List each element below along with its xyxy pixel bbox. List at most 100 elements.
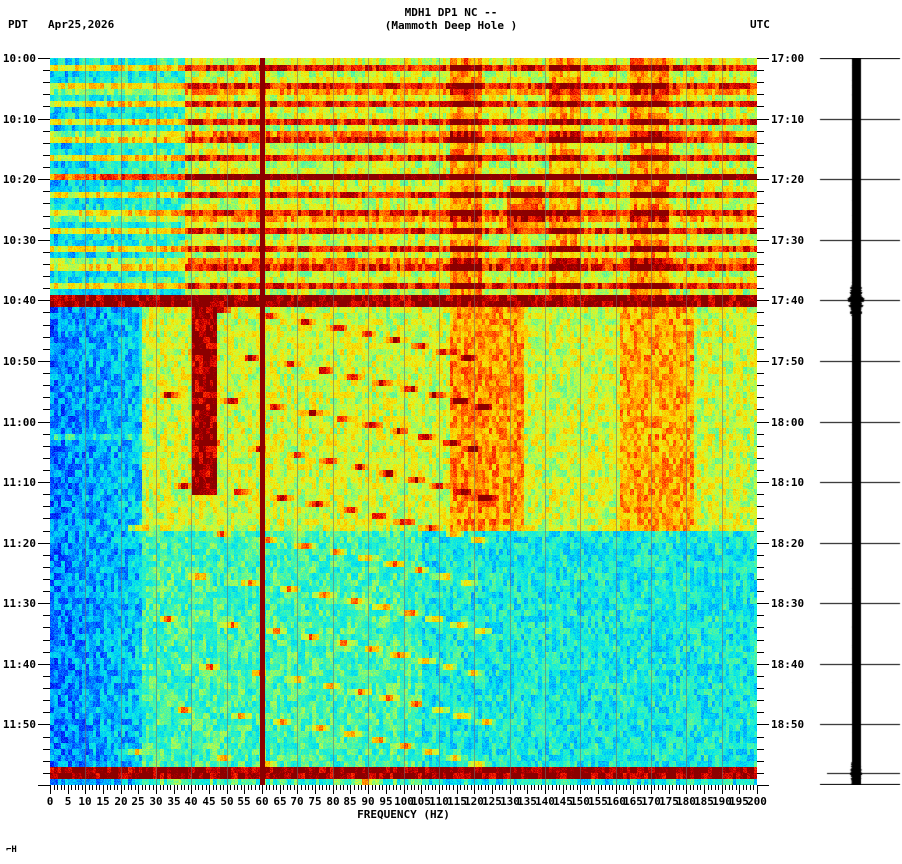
time-tick-minor <box>43 531 50 532</box>
freq-label: 200 <box>747 795 767 808</box>
freq-tick-minor <box>382 785 383 790</box>
time-axis-left: 10:00 10:10 10:20 10:30 10:40 10:50 11:00 11:10… <box>0 52 50 786</box>
freq-tick-minor <box>354 785 355 790</box>
freq-tick-minor <box>110 785 111 790</box>
date-label: Apr25,2026 <box>48 18 115 31</box>
freq-tick-minor <box>753 785 754 790</box>
time-tick-minor <box>43 749 50 750</box>
time-tick-minor <box>757 252 764 253</box>
freq-label: 180 <box>676 795 696 808</box>
freq-tick-minor <box>425 785 426 790</box>
time-axis-right: 17:00 17:10 17:20 17:30 17:40 17:50 18:00 18:10… <box>757 52 817 786</box>
freq-tick-minor <box>230 785 231 790</box>
time-label-utc: 17:20 <box>771 173 805 186</box>
time-label-pdt: 11:40 <box>2 658 36 671</box>
time-tick-minor <box>757 397 764 398</box>
freq-tick-minor <box>736 785 737 790</box>
time-tick-minor <box>757 143 764 144</box>
time-tick-minor <box>757 700 764 701</box>
freq-tick-minor <box>114 785 115 790</box>
time-tick-minor <box>43 688 50 689</box>
freq-tick-minor <box>732 785 733 790</box>
freq-tick-minor <box>283 785 284 790</box>
freq-tick-major <box>616 785 617 794</box>
time-tick-minor <box>757 131 764 132</box>
freq-tick-major <box>633 785 634 794</box>
time-tick-minor <box>43 773 50 774</box>
freq-tick-minor <box>375 785 376 790</box>
freq-label: 70 <box>290 795 304 808</box>
freq-tick-minor <box>223 785 224 790</box>
time-tick-minor <box>43 264 50 265</box>
freq-tick-minor <box>495 785 496 790</box>
time-label-utc: 18:00 <box>771 416 805 429</box>
time-label-utc: 17:50 <box>771 355 805 368</box>
time-tick-minor <box>43 761 50 762</box>
freq-label: 155 <box>588 795 608 808</box>
freq-tick-minor <box>517 785 518 790</box>
freq-tick-minor <box>170 785 171 790</box>
time-label-pdt: 11:00 <box>2 416 36 429</box>
freq-tick-minor <box>570 785 571 790</box>
time-tick-minor <box>757 216 764 217</box>
freq-tick-major <box>85 785 86 794</box>
freq-label: 170 <box>641 795 661 808</box>
time-label-pdt: 11:10 <box>2 476 36 489</box>
freq-label: 30 <box>149 795 163 808</box>
time-tick-minor <box>757 325 764 326</box>
freq-tick-minor <box>389 785 390 790</box>
time-tick-major <box>38 724 50 725</box>
spectrogram-plot[interactable] <box>50 58 757 785</box>
freq-tick-minor <box>435 785 436 790</box>
freq-tick-minor <box>573 785 574 790</box>
freq-tick-minor <box>700 785 701 790</box>
freq-tick-minor <box>301 785 302 790</box>
spectrogram-canvas[interactable] <box>50 58 757 785</box>
freq-tick-minor <box>644 785 645 790</box>
freq-tick-minor <box>163 785 164 790</box>
freq-tick-major <box>191 785 192 794</box>
freq-tick-minor <box>612 785 613 790</box>
time-label-pdt: 11:20 <box>2 537 36 550</box>
freq-tick-minor <box>149 785 150 790</box>
freq-tick-minor <box>78 785 79 790</box>
time-tick-major <box>38 603 50 604</box>
time-label-pdt: 11:50 <box>2 718 36 731</box>
time-tick-minor <box>757 555 764 556</box>
time-tick-minor <box>757 773 764 774</box>
freq-tick-minor <box>372 785 373 790</box>
freq-tick-major <box>404 785 405 794</box>
freq-tick-minor <box>538 785 539 790</box>
freq-label: 40 <box>184 795 198 808</box>
freq-tick-minor <box>57 785 58 790</box>
freq-tick-minor <box>552 785 553 790</box>
freq-tick-minor <box>393 785 394 790</box>
time-label-utc: 17:10 <box>771 113 805 126</box>
freq-tick-minor <box>506 785 507 790</box>
freq-tick-minor <box>619 785 620 790</box>
time-tick-minor <box>43 579 50 580</box>
freq-tick-minor <box>556 785 557 790</box>
time-tick-minor <box>757 640 764 641</box>
freq-tick-minor <box>216 785 217 790</box>
time-label-utc: 18:50 <box>771 718 805 731</box>
freq-tick-major <box>510 785 511 794</box>
freq-tick-major <box>563 785 564 794</box>
time-tick-major <box>757 179 769 180</box>
freq-label: 125 <box>482 795 502 808</box>
time-tick-minor <box>757 312 764 313</box>
time-tick-minor <box>757 506 764 507</box>
freq-tick-minor <box>513 785 514 790</box>
freq-tick-minor <box>594 785 595 790</box>
freq-tick-minor <box>177 785 178 790</box>
freq-tick-minor <box>488 785 489 790</box>
time-tick-minor <box>43 252 50 253</box>
freq-tick-minor <box>273 785 274 790</box>
freq-tick-minor <box>502 785 503 790</box>
freq-tick-minor <box>729 785 730 790</box>
freq-tick-minor <box>693 785 694 790</box>
freq-tick-major <box>651 785 652 794</box>
freq-tick-minor <box>605 785 606 790</box>
freq-tick-minor <box>89 785 90 790</box>
freq-label: 115 <box>447 795 467 808</box>
